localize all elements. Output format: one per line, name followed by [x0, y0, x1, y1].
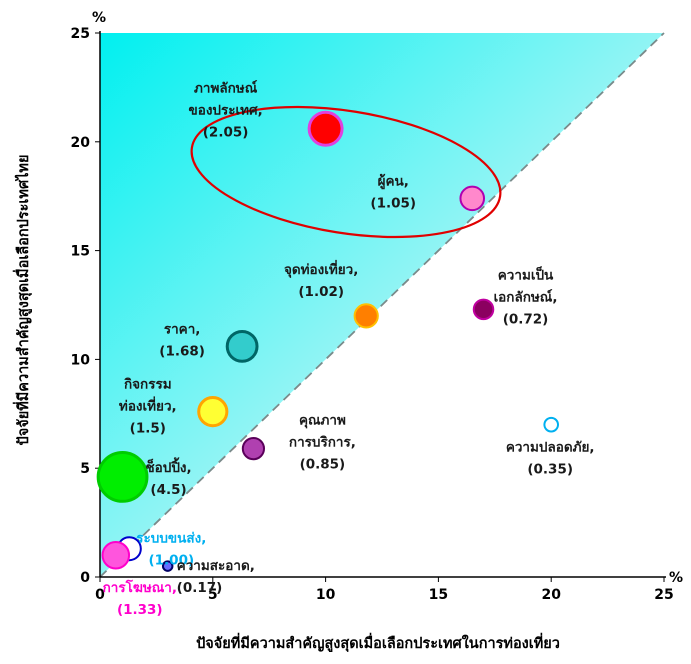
x-tick-label: 15: [429, 587, 448, 603]
point-name-label: การบริการ,: [289, 435, 356, 451]
y-tick-label: 15: [71, 244, 90, 260]
y-unit-label: %: [92, 10, 106, 26]
point-ratio-label: (0.17): [177, 580, 223, 596]
point-name-label: ความสะอาด,: [177, 558, 255, 574]
point-name-label: ความเป็น: [498, 265, 554, 283]
point-name-label: ราคา,: [164, 321, 201, 337]
bubble-point: [161, 560, 174, 572]
bubble-point: [101, 540, 131, 570]
point-name-label: ภาพลักษณ์: [194, 80, 258, 97]
y-axis-title: ปัจจัยที่มีความสำคัญสูงสุดเมื่อเลือกประเ…: [12, 155, 32, 446]
y-tick-label: 0: [80, 570, 90, 586]
bubble-point: [225, 329, 259, 363]
point-name-label: ของประเทศ,: [188, 103, 262, 119]
x-tick-label: 0: [95, 587, 105, 603]
bubble-point: [307, 110, 344, 147]
x-tick-label: 20: [541, 587, 561, 603]
bubble-point: [459, 185, 486, 212]
y-tick-label: 20: [71, 135, 91, 151]
x-tick-label: 10: [316, 587, 336, 603]
point-name-label: จุดท่องเที่ยว,: [284, 259, 358, 278]
y-tick-label: 10: [71, 352, 91, 368]
point-name-label: เอกลักษณ์,: [494, 288, 558, 305]
point-ratio-label: (1.00): [148, 553, 194, 569]
y-tick-label: 25: [71, 26, 90, 42]
bubble-point: [197, 396, 229, 428]
bubble-point: [353, 303, 379, 329]
point-ratio-label: (1.33): [117, 602, 163, 618]
highlight-ellipse: [190, 105, 502, 239]
point-name-label: การโฆษณา,: [103, 578, 177, 596]
point-name-label: กิจกรรม: [124, 377, 172, 393]
point-name-label: คุณภาพ: [299, 413, 346, 429]
bubble-point: [543, 416, 560, 433]
point-ratio-label: (4.5): [150, 482, 186, 498]
point-ratio-label: (0.72): [503, 311, 549, 327]
x-tick-label: 25: [654, 587, 673, 603]
point-name-label: ท่องเที่ยว,: [119, 396, 177, 415]
bubble-point: [241, 437, 266, 461]
point-ratio-label: (1.05): [370, 195, 416, 211]
point-ratio-label: (1.68): [159, 343, 205, 359]
point-ratio-label: (0.35): [527, 462, 573, 478]
x-tick-label: 5: [208, 587, 218, 603]
point-name-label: ช็อปปิ้ง,: [145, 457, 191, 476]
point-name-label: ผู้คน,: [378, 173, 409, 189]
diagonal-line: [99, 32, 665, 578]
point-ratio-label: (0.85): [300, 457, 346, 473]
y-tick-label: 5: [80, 461, 90, 477]
point-ratio-label: (2.05): [203, 125, 249, 141]
x-axis-title: ปัจจัยที่มีความสำคัญสูงสุดเมื่อเลือกประเ…: [196, 632, 560, 652]
point-name-label: ความปลอดภัย,: [506, 440, 595, 456]
x-unit-label: %: [669, 570, 683, 586]
bubble-point: [96, 451, 149, 503]
point-name-label: ระบบขนส่ง,: [136, 531, 206, 547]
bubble-point: [472, 298, 495, 321]
point-ratio-label: (1.5): [130, 421, 166, 437]
point-ratio-label: (1.02): [298, 284, 344, 300]
